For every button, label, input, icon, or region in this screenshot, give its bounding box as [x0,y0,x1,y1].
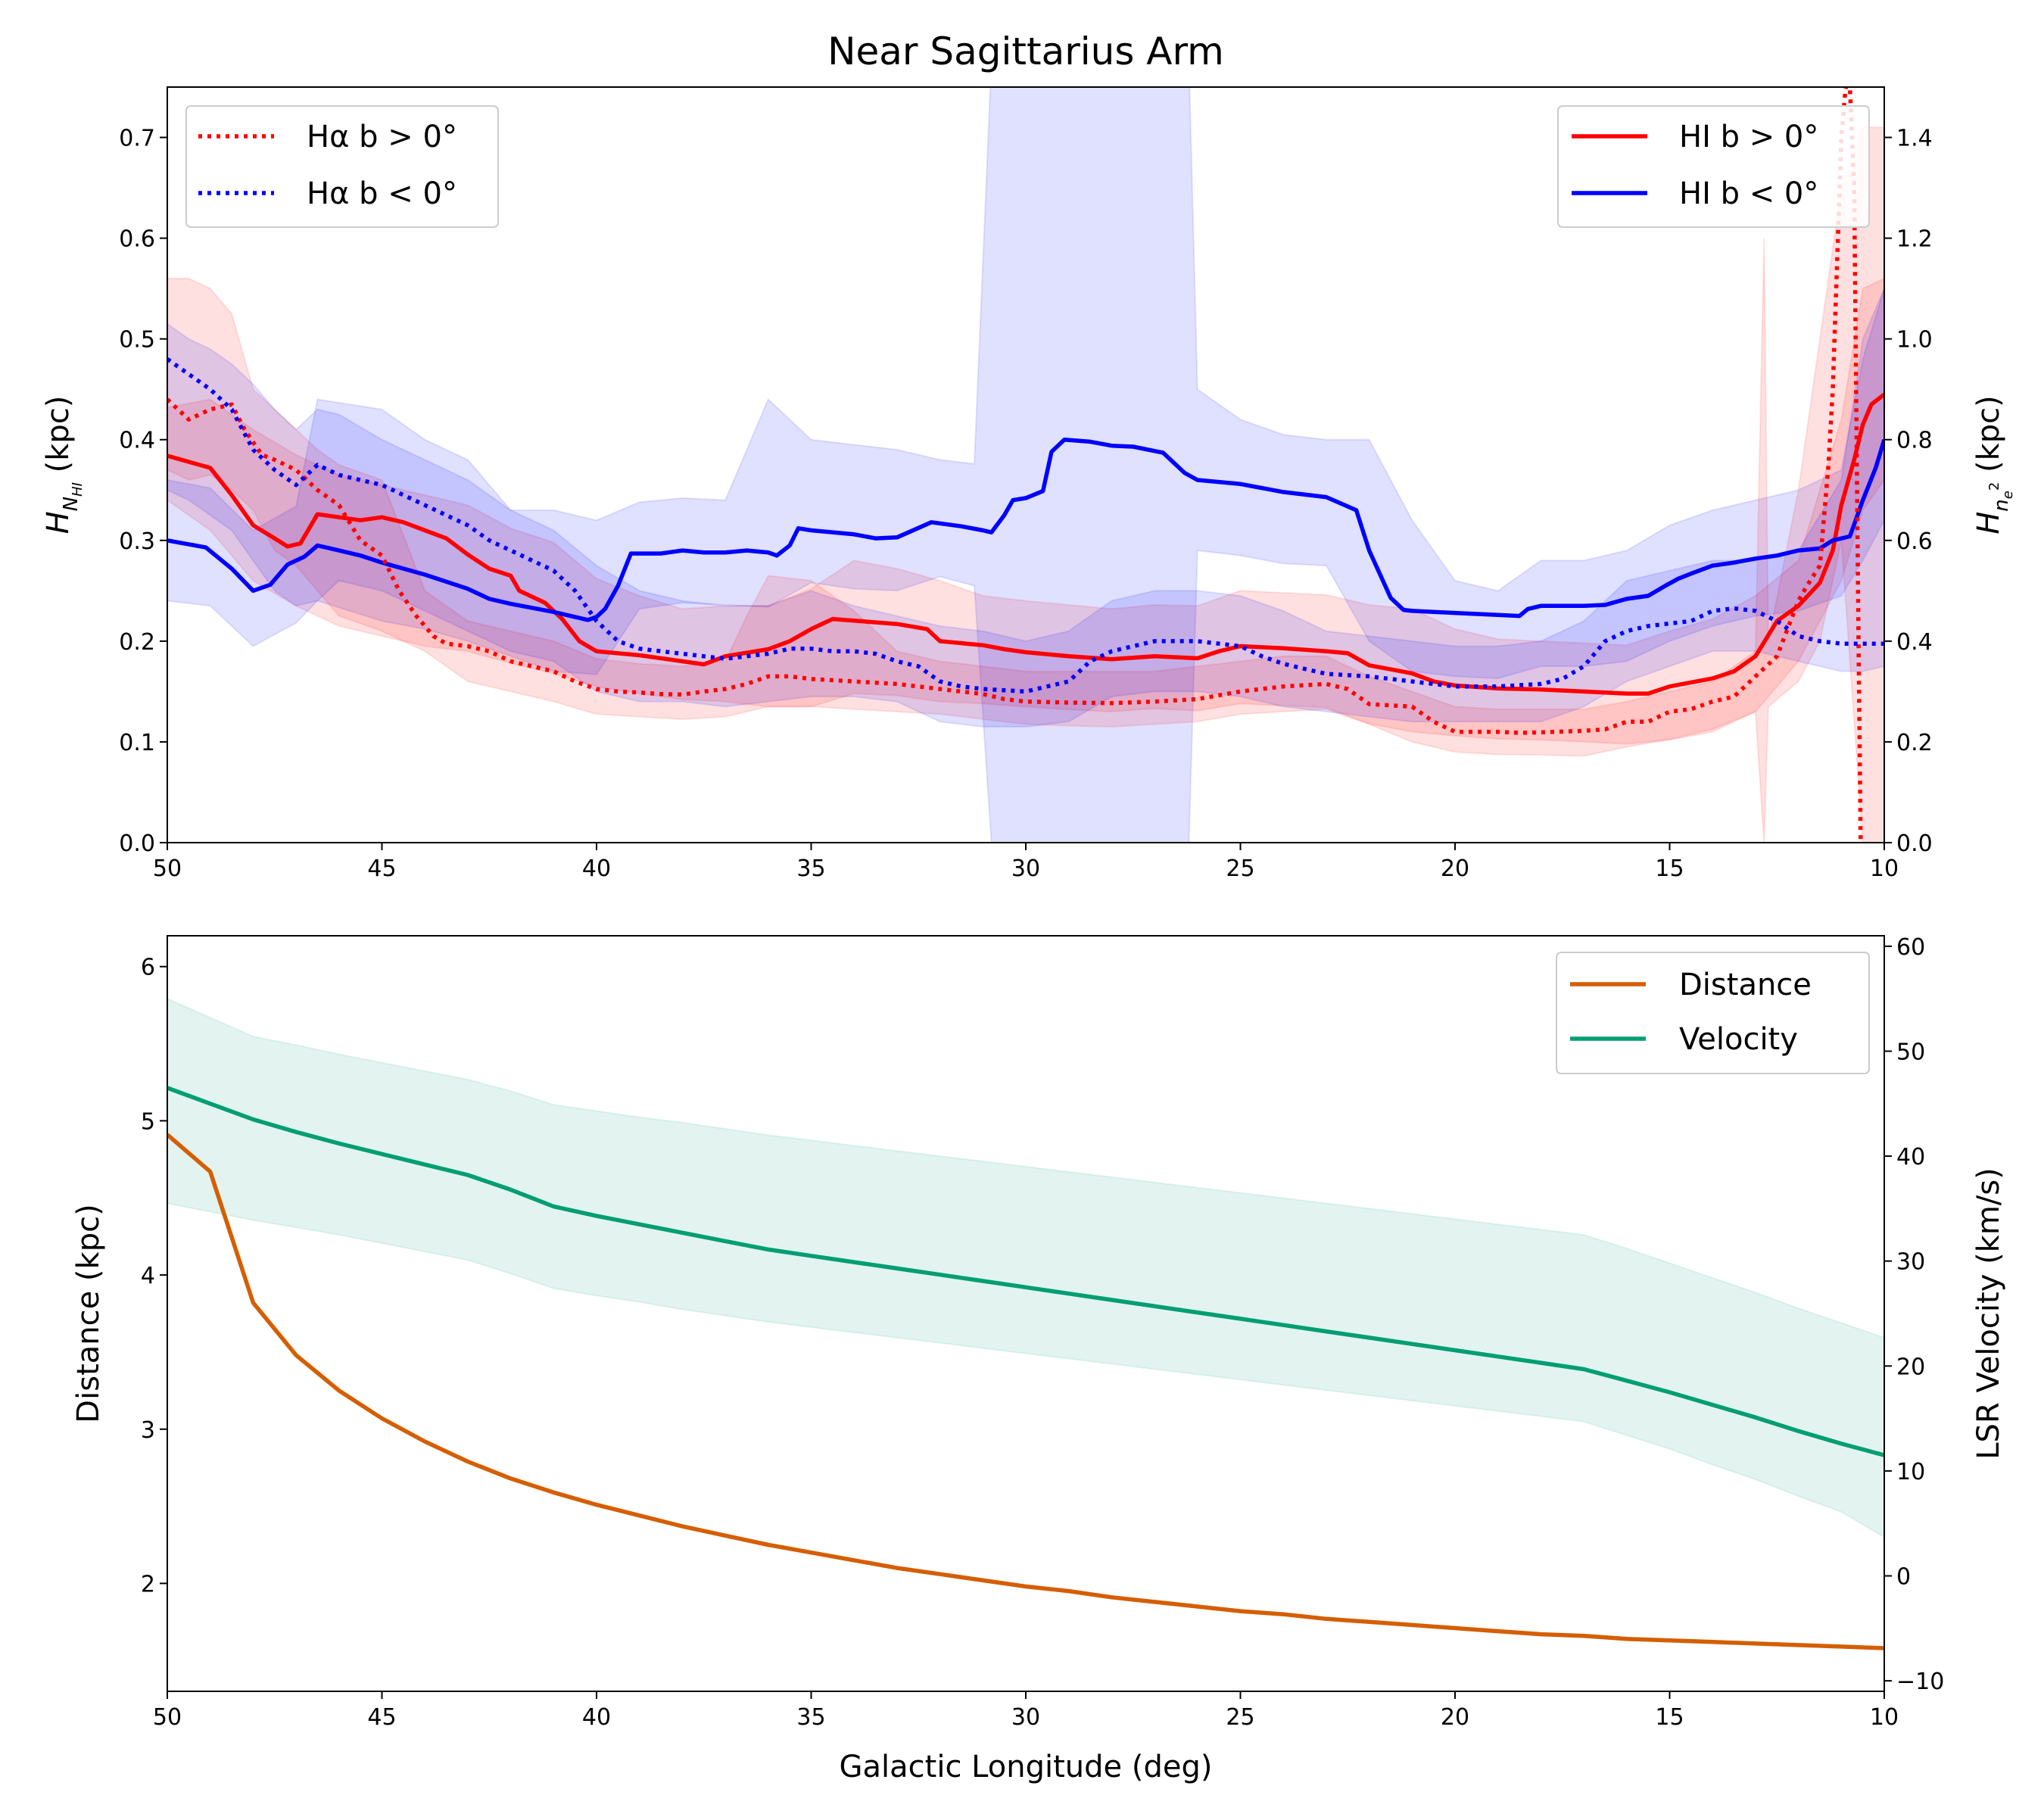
y-right-tick-label: −10 [1896,1669,1944,1695]
top-panel: 50 45 40 35 30 25 20 15 100.00.10.20.30.40.50.60… [41,86,2016,882]
y-right-axis-label: LSR Velocity (km/s) [1971,1167,2006,1459]
y-right-tick-label: 60 [1896,934,1925,961]
series-line-distance [167,1133,1884,1650]
x-tick-label: 40 [582,856,611,882]
legend-hi: HI b > 0° HI b < 0° [1557,105,1870,228]
bottom-panel: 50 45 40 35 30 25 20 15 1023456−100102030405060G… [71,934,2006,1784]
x-tick-label: 45 [367,1704,396,1731]
x-tick-label: 20 [1441,856,1469,882]
x-tick-label: 50 [153,1704,182,1731]
bands-layer [167,998,1884,1538]
y-right-tick-label: 20 [1896,1354,1925,1380]
x-tick-label: 25 [1226,856,1254,882]
x-tick-label: 35 [796,856,825,882]
series-line-hi-b-0 [167,437,1884,622]
y-right-tick-label: 0.4 [1896,629,1933,656]
y-right-tick-label: 40 [1896,1144,1925,1170]
y-left-tick-label: 0.3 [119,528,155,555]
series-line-velocity [167,1086,1884,1457]
band-hi-b-0 [167,87,1884,843]
y-right-tick-label: 0 [1896,1564,1911,1591]
series-line-hi-b-0 [167,392,1884,696]
legend-label: Hα b < 0° [307,176,457,211]
y-right-tick-label: 10 [1896,1459,1925,1485]
x-tick-label: 30 [1011,1704,1040,1731]
y-left-tick-label: 0.7 [119,126,155,152]
y-left-tick-label: 3 [141,1417,155,1444]
figure-title: Near Sagittarius Arm [827,30,1224,73]
y-right-tick-label: 30 [1896,1249,1925,1276]
legend-label: Velocity [1679,1022,1798,1057]
y-right-tick-label: 1.0 [1896,327,1933,354]
legend-label: Distance [1679,968,1812,1002]
x-axis-label: Galactic Longitude (deg) [840,1750,1213,1784]
legend-label: HI b < 0° [1679,176,1818,211]
y-left-tick-label: 0.6 [119,226,155,253]
x-tick-label: 40 [582,1704,611,1731]
y-right-axis-label: Hne2 (kpc) [1971,395,2016,535]
legend-label: Hα b > 0° [307,120,457,154]
x-tick-label: 10 [1870,1704,1899,1731]
legend-distance-velocity: Distance Velocity [1556,952,1870,1074]
y-right-tick-label: 0.0 [1896,831,1933,857]
legend-halpha: Hα b > 0° Hα b < 0° [185,105,499,228]
y-left-tick-label: 4 [141,1263,155,1289]
x-tick-label: 25 [1226,1704,1254,1731]
y-left-axis-label: Distance (kpc) [71,1204,106,1423]
x-tick-label: 20 [1441,1704,1469,1731]
x-tick-label: 10 [1870,856,1899,882]
y-left-tick-label: 0.0 [119,831,155,857]
y-right-tick-label: 0.8 [1896,428,1933,454]
y-left-tick-label: 5 [141,1108,155,1135]
y-left-tick-label: 0.2 [119,629,155,656]
x-tick-label: 30 [1011,856,1040,882]
y-left-axis-label: HNHI (kpc) [41,396,86,535]
legend-label: HI b > 0° [1679,120,1818,154]
y-left-tick-label: 6 [141,955,155,981]
band-hi-b-0 [167,277,1884,745]
series-line-h-b-0 [167,87,1863,843]
x-tick-label: 45 [367,856,396,882]
lines-layer [167,87,1884,843]
y-left-tick-label: 2 [141,1571,155,1597]
y-right-tick-label: 0.6 [1896,528,1933,555]
y-right-tick-label: 0.2 [1896,730,1933,756]
y-right-tick-label: 1.4 [1896,126,1933,152]
series-line-h-b-0 [167,357,1884,694]
lines-layer [167,1086,1884,1650]
x-tick-label: 15 [1655,856,1684,882]
x-tick-label: 50 [153,856,182,882]
x-tick-label: 15 [1655,1704,1684,1731]
y-right-tick-label: 50 [1896,1039,1925,1065]
y-left-tick-label: 0.4 [119,428,155,454]
y-left-tick-label: 0.1 [119,730,155,756]
band-velocity [167,998,1884,1538]
y-left-tick-label: 0.5 [119,327,155,354]
y-right-tick-label: 1.2 [1896,226,1933,253]
x-tick-label: 35 [796,1704,825,1731]
